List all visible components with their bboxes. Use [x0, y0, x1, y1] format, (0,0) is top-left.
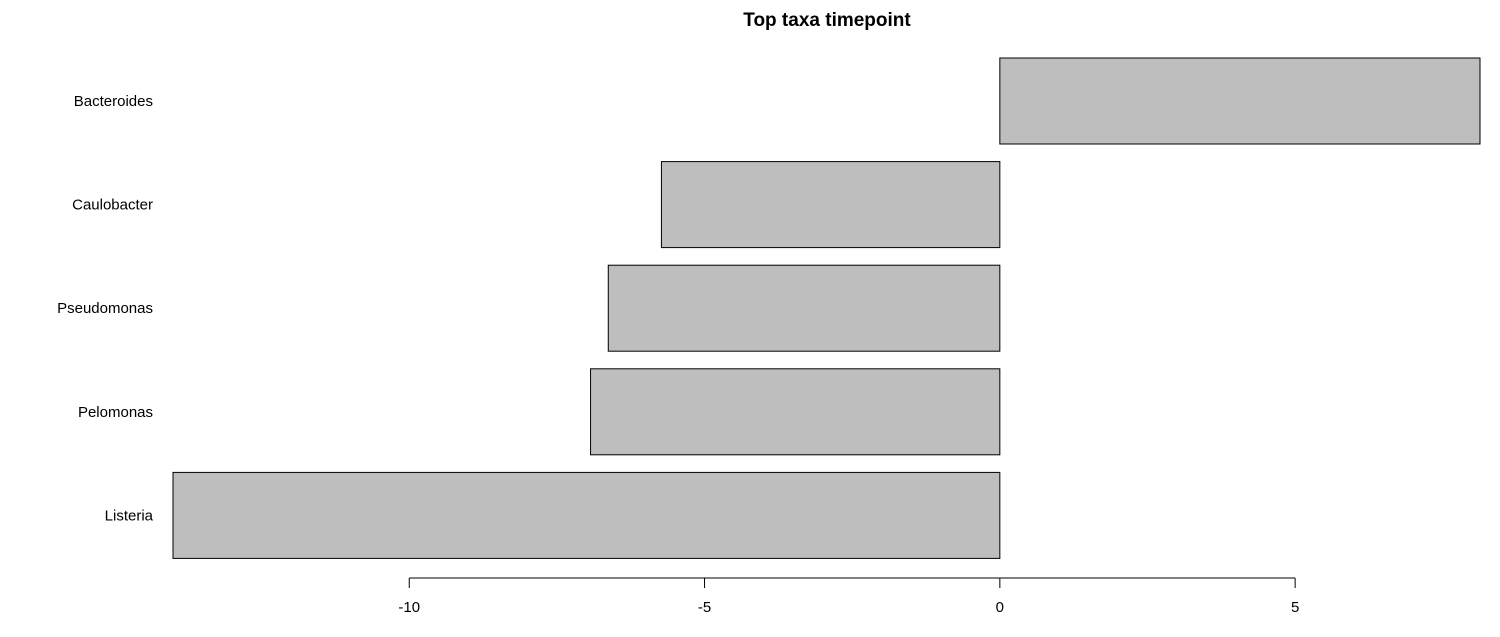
x-tick-label-0: -10: [398, 599, 420, 616]
category-label-pelomonas: Pelomonas: [78, 404, 153, 421]
category-label-bacteroides: Bacteroides: [74, 93, 153, 110]
bar-bacteroides: [999, 57, 1481, 145]
category-labels: Bacteroides Caulobacter Pseudomonas Pelomon…: [57, 93, 154, 524]
bars-group: [172, 57, 1481, 559]
bar-caulobacter: [660, 161, 1001, 249]
bar-pelomonas: [590, 368, 1001, 456]
bar-listeria: [172, 471, 1001, 559]
x-axis: -10 -5 0 5: [398, 577, 1299, 616]
chart-title: Top taxa timepoint: [743, 10, 911, 31]
category-label-caulobacter: Caulobacter: [72, 197, 153, 214]
bar-pseudomonas: [607, 264, 1001, 352]
x-tick-label-3: 5: [1291, 599, 1299, 616]
category-label-pseudomonas: Pseudomonas: [57, 300, 153, 317]
x-tick-label-2: 0: [996, 599, 1004, 616]
category-label-listeria: Listeria: [105, 507, 154, 524]
x-tick-label-1: -5: [698, 599, 711, 616]
